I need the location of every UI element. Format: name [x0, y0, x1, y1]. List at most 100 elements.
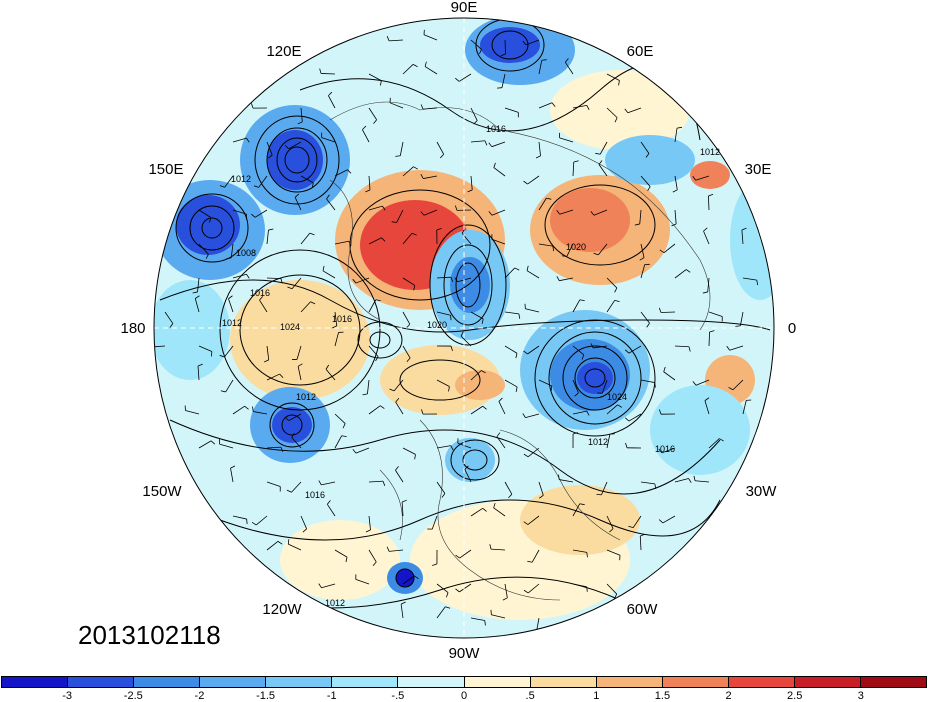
- wind-barb-flag: [614, 593, 618, 599]
- wind-barb: [423, 209, 438, 216]
- wind-barb: [741, 230, 744, 245]
- wind-barb-flag: [291, 432, 295, 438]
- wind-barb: [401, 502, 404, 517]
- colorbar-tick-label: 2.5: [787, 690, 803, 702]
- wind-barb: [458, 73, 472, 82]
- wind-barb: [527, 345, 540, 355]
- wind-barb: [402, 277, 416, 286]
- wind-barb-flag: [341, 435, 347, 438]
- wind-barb-flag: [482, 405, 487, 410]
- colorbar-tick-label: 1: [593, 690, 600, 702]
- wind-barb: [496, 436, 506, 449]
- wind-barb: [459, 549, 472, 559]
- wind-barb: [402, 232, 413, 245]
- wind-barb-flag: [703, 227, 708, 232]
- wind-barb: [695, 480, 710, 483]
- wind-barb: [266, 277, 282, 280]
- wind-barb: [627, 107, 642, 114]
- wind-barb-flag: [646, 322, 650, 328]
- wind-barb: [572, 299, 581, 313]
- contour-label: 1012: [700, 147, 720, 157]
- wind-barb: [219, 443, 234, 449]
- wind-barb: [389, 39, 404, 42]
- wind-barb-flag: [551, 102, 556, 107]
- wind-barb: [662, 515, 676, 524]
- wind-barb-flag: [268, 154, 273, 159]
- wind-barb: [362, 129, 370, 143]
- wind-barb: [663, 371, 676, 381]
- wind-barb-flag: [228, 295, 233, 300]
- wind-barb: [491, 614, 506, 619]
- wind-barb-flag: [609, 433, 615, 435]
- wind-barb: [597, 243, 608, 256]
- wind-barb: [232, 273, 247, 279]
- colorbar-swatch: [596, 677, 663, 687]
- wind-barb-flag: [654, 382, 656, 388]
- colorbar-tick-label: 0: [460, 690, 468, 702]
- wind-barb-flag: [500, 53, 506, 57]
- wind-barb: [593, 209, 608, 216]
- wind-barb: [640, 264, 646, 279]
- wind-barb: [498, 401, 506, 415]
- wind-barb-flag: [647, 186, 651, 192]
- wind-barb: [606, 434, 611, 449]
- wind-barb: [491, 141, 506, 148]
- wind-barb-flag: [523, 589, 529, 594]
- wind-barb-flag: [318, 480, 322, 486]
- wind-barb: [334, 311, 338, 326]
- wind-barb-flag: [450, 277, 454, 282]
- wind-barb: [707, 195, 710, 211]
- wind-barb-flag: [421, 409, 424, 415]
- wind-barb: [504, 481, 513, 495]
- wind-barb-flag: [441, 493, 446, 498]
- wind-barb-flag: [311, 182, 314, 188]
- wind-barb: [459, 583, 472, 593]
- lon-label-60w: 60W: [627, 601, 659, 618]
- wind-barb: [491, 238, 506, 245]
- wind-barb-flag: [445, 606, 451, 609]
- wind-barb-flag: [322, 265, 325, 271]
- lon-label-180: 180: [120, 320, 145, 337]
- wind-barb-flag: [556, 209, 560, 215]
- wind-barb: [707, 277, 710, 292]
- wind-barb-flag: [259, 296, 264, 301]
- wind-barb-flag: [654, 483, 657, 489]
- wind-barb-flag: [523, 180, 528, 185]
- wind-barb: [230, 468, 234, 483]
- wind-barb-flag: [658, 448, 663, 454]
- colorbar-tick-label: .5: [525, 690, 535, 702]
- wind-barb-flag: [640, 533, 646, 537]
- wind-barb: [470, 107, 478, 121]
- colorbar-swatch: [662, 677, 729, 687]
- wind-barb-flag: [508, 493, 513, 499]
- wind-barb: [740, 311, 744, 326]
- colorbar-swatch: [134, 677, 201, 687]
- pressure-contours: [159, 18, 771, 609]
- wind-barb-flag: [467, 189, 473, 193]
- wind-barb: [628, 345, 642, 354]
- wind-barb-flag: [382, 205, 386, 211]
- wind-barb-flag: [395, 155, 401, 157]
- wind-barb-flag: [309, 232, 315, 236]
- wind-barb-flag: [210, 440, 216, 445]
- wind-barb: [628, 413, 642, 422]
- wind-barb-flag: [523, 521, 529, 525]
- wind-barb-flag: [362, 393, 368, 396]
- wind-barb: [593, 345, 608, 349]
- wind-barb-flag: [484, 620, 486, 626]
- wind-barb: [504, 107, 519, 113]
- wind-barb-flag: [756, 280, 759, 286]
- wind-barb: [525, 39, 540, 46]
- wind-barb: [526, 270, 540, 279]
- wind-barb: [291, 277, 302, 290]
- wind-barb-flag: [481, 318, 484, 324]
- wind-barb-flag: [535, 155, 541, 159]
- wind-barb-flag: [365, 529, 371, 533]
- wind-barb-flag: [659, 249, 665, 254]
- wind-barb: [640, 243, 645, 258]
- wind-barb: [606, 300, 616, 313]
- wind-barb-flag: [414, 454, 416, 460]
- wind-barb: [572, 503, 581, 517]
- wind-barb: [572, 104, 587, 109]
- wind-barb: [291, 437, 302, 449]
